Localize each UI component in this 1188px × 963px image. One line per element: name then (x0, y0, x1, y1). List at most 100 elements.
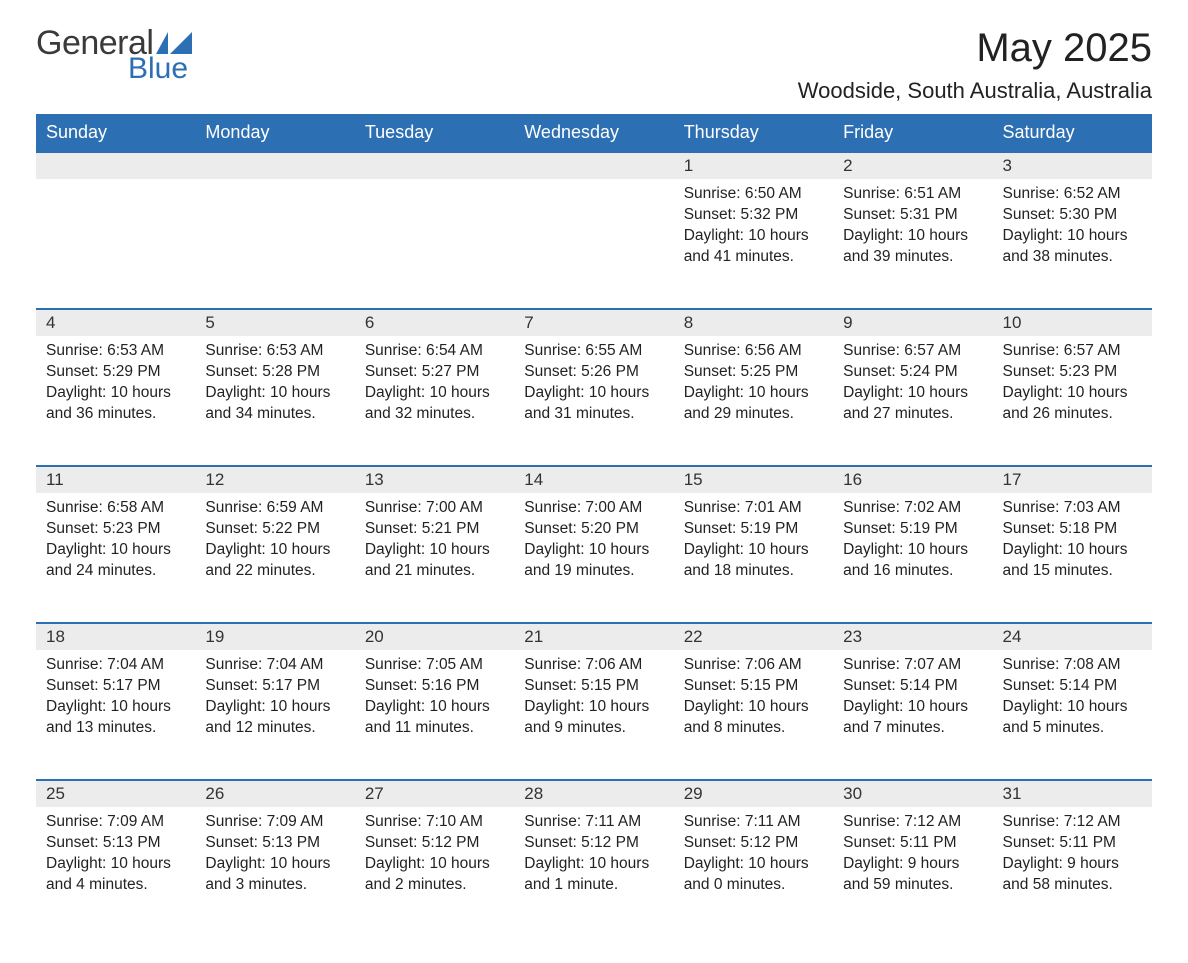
daylight-text: Daylight: 10 hours and 41 minutes. (684, 226, 823, 268)
day-number-cell: 16 (833, 466, 992, 493)
day-number: 28 (524, 784, 543, 803)
sunset-text: Sunset: 5:12 PM (524, 833, 663, 854)
day-details-cell: Sunrise: 7:00 AMSunset: 5:20 PMDaylight:… (514, 493, 673, 623)
day-number: 18 (46, 627, 65, 646)
daylight-text: Daylight: 10 hours and 36 minutes. (46, 383, 185, 425)
daylight-text: Daylight: 10 hours and 18 minutes. (684, 540, 823, 582)
day-details-cell: Sunrise: 7:06 AMSunset: 5:15 PMDaylight:… (674, 650, 833, 780)
day-number: 25 (46, 784, 65, 803)
sunrise-text: Sunrise: 7:01 AM (684, 498, 823, 519)
day-number-cell: 28 (514, 780, 673, 807)
weekday-header: Tuesday (355, 114, 514, 152)
brand-flag-icon (156, 32, 192, 54)
day-number-cell: 1 (674, 152, 833, 179)
day-number: 11 (46, 470, 64, 489)
day-number: 24 (1003, 627, 1022, 646)
day-details-cell: Sunrise: 6:53 AMSunset: 5:28 PMDaylight:… (195, 336, 354, 466)
sunset-text: Sunset: 5:32 PM (684, 205, 823, 226)
day-details-cell: Sunrise: 6:58 AMSunset: 5:23 PMDaylight:… (36, 493, 195, 623)
day-number: 3 (1003, 156, 1012, 175)
day-details-cell: Sunrise: 6:56 AMSunset: 5:25 PMDaylight:… (674, 336, 833, 466)
sunrise-text: Sunrise: 7:00 AM (365, 498, 504, 519)
day-details-cell: Sunrise: 7:06 AMSunset: 5:15 PMDaylight:… (514, 650, 673, 780)
day-number-cell: 23 (833, 623, 992, 650)
day-number-cell: 8 (674, 309, 833, 336)
day-number-cell: 19 (195, 623, 354, 650)
day-number: 26 (205, 784, 224, 803)
day-number-cell (195, 152, 354, 179)
location-subtitle: Woodside, South Australia, Australia (798, 78, 1152, 104)
sunrise-text: Sunrise: 7:04 AM (205, 655, 344, 676)
sunrise-text: Sunrise: 6:52 AM (1003, 184, 1142, 205)
sunrise-text: Sunrise: 7:03 AM (1003, 498, 1142, 519)
day-number-cell: 29 (674, 780, 833, 807)
sunrise-text: Sunrise: 6:57 AM (1003, 341, 1142, 362)
day-number-row: 12 3 (36, 152, 1152, 179)
sunset-text: Sunset: 5:26 PM (524, 362, 663, 383)
day-number-cell (514, 152, 673, 179)
sunset-text: Sunset: 5:13 PM (46, 833, 185, 854)
sunrise-text: Sunrise: 7:07 AM (843, 655, 982, 676)
daylight-text: Daylight: 10 hours and 22 minutes. (205, 540, 344, 582)
weekday-header-row: Sunday Monday Tuesday Wednesday Thursday… (36, 114, 1152, 152)
sunset-text: Sunset: 5:16 PM (365, 676, 504, 697)
day-details-cell: Sunrise: 6:55 AMSunset: 5:26 PMDaylight:… (514, 336, 673, 466)
day-number: 14 (524, 470, 543, 489)
weekday-header: Wednesday (514, 114, 673, 152)
daylight-text: Daylight: 10 hours and 31 minutes. (524, 383, 663, 425)
day-number-cell: 25 (36, 780, 195, 807)
day-details-row: Sunrise: 6:53 AMSunset: 5:29 PMDaylight:… (36, 336, 1152, 466)
day-number-cell: 3 (993, 152, 1152, 179)
sunset-text: Sunset: 5:15 PM (684, 676, 823, 697)
daylight-text: Daylight: 10 hours and 21 minutes. (365, 540, 504, 582)
brand-logo: General Blue (36, 26, 216, 84)
day-number: 9 (843, 313, 852, 332)
sunrise-text: Sunrise: 7:11 AM (684, 812, 823, 833)
calendar-table: Sunday Monday Tuesday Wednesday Thursday… (36, 114, 1152, 937)
day-number: 8 (684, 313, 693, 332)
day-number-cell (355, 152, 514, 179)
weekday-header: Friday (833, 114, 992, 152)
day-details-cell: Sunrise: 6:51 AMSunset: 5:31 PMDaylight:… (833, 179, 992, 309)
day-details-cell (195, 179, 354, 309)
day-number-cell: 4 (36, 309, 195, 336)
sunset-text: Sunset: 5:17 PM (205, 676, 344, 697)
sunset-text: Sunset: 5:23 PM (1003, 362, 1142, 383)
day-number: 31 (1003, 784, 1022, 803)
day-details-row: Sunrise: 6:50 AMSunset: 5:32 PMDaylight:… (36, 179, 1152, 309)
day-details-cell: Sunrise: 6:52 AMSunset: 5:30 PMDaylight:… (993, 179, 1152, 309)
sunrise-text: Sunrise: 6:55 AM (524, 341, 663, 362)
sunset-text: Sunset: 5:12 PM (365, 833, 504, 854)
sunrise-text: Sunrise: 7:10 AM (365, 812, 504, 833)
day-number-cell: 5 (195, 309, 354, 336)
daylight-text: Daylight: 10 hours and 3 minutes. (205, 854, 344, 896)
sunset-text: Sunset: 5:31 PM (843, 205, 982, 226)
day-number-cell: 6 (355, 309, 514, 336)
sunset-text: Sunset: 5:28 PM (205, 362, 344, 383)
daylight-text: Daylight: 10 hours and 38 minutes. (1003, 226, 1142, 268)
sunrise-text: Sunrise: 7:12 AM (843, 812, 982, 833)
day-number-cell: 18 (36, 623, 195, 650)
sunset-text: Sunset: 5:14 PM (1003, 676, 1142, 697)
day-number: 10 (1003, 313, 1022, 332)
day-number-cell (36, 152, 195, 179)
sunrise-text: Sunrise: 6:53 AM (46, 341, 185, 362)
day-number-row: 11121314151617 (36, 466, 1152, 493)
page-header: General Blue May 2025 Woodside, South Au… (36, 26, 1152, 104)
day-number: 17 (1003, 470, 1022, 489)
day-details-cell: Sunrise: 7:04 AMSunset: 5:17 PMDaylight:… (36, 650, 195, 780)
day-number: 2 (843, 156, 852, 175)
daylight-text: Daylight: 10 hours and 13 minutes. (46, 697, 185, 739)
day-number: 27 (365, 784, 384, 803)
weekday-header: Sunday (36, 114, 195, 152)
daylight-text: Daylight: 10 hours and 2 minutes. (365, 854, 504, 896)
sunset-text: Sunset: 5:17 PM (46, 676, 185, 697)
sunset-text: Sunset: 5:18 PM (1003, 519, 1142, 540)
day-number: 6 (365, 313, 374, 332)
daylight-text: Daylight: 10 hours and 0 minutes. (684, 854, 823, 896)
day-details-cell: Sunrise: 7:04 AMSunset: 5:17 PMDaylight:… (195, 650, 354, 780)
sunset-text: Sunset: 5:12 PM (684, 833, 823, 854)
sunset-text: Sunset: 5:30 PM (1003, 205, 1142, 226)
daylight-text: Daylight: 10 hours and 15 minutes. (1003, 540, 1142, 582)
sunset-text: Sunset: 5:23 PM (46, 519, 185, 540)
